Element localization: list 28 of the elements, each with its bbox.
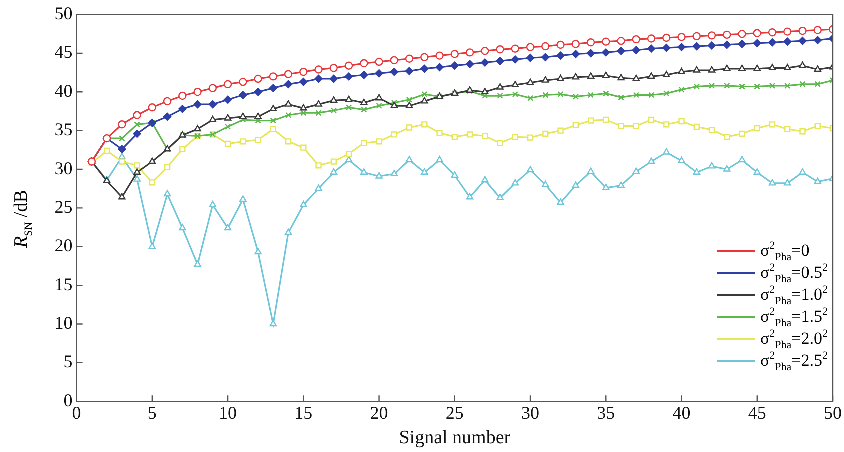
y-tick-label: 35 — [54, 120, 73, 140]
x-tick-label: 35 — [597, 403, 616, 424]
legend-label: σ$^{2}$$_{Pha}$=1.0$^{2}$ — [760, 284, 828, 308]
x-tick-label: 45 — [748, 403, 766, 424]
y-tick-label: 40 — [54, 80, 73, 101]
x-tick-label: 30 — [522, 403, 540, 424]
y-tick-label: 30 — [54, 158, 73, 178]
x-tick-label: 15 — [294, 403, 313, 424]
legend-label: σ$^{2}$$_{Pha}$=1.5$^{2}$ — [760, 306, 828, 330]
y-tick-label: 5 — [64, 352, 73, 372]
y-tick-label: 10 — [54, 312, 73, 333]
x-tick-label: 20 — [370, 403, 388, 424]
y-tick-label: 50 — [54, 4, 73, 24]
x-tick-label: 40 — [672, 403, 691, 424]
x-tick-label: 50 — [824, 403, 842, 424]
x-tick-label: 5 — [148, 403, 157, 424]
legend-label: σ$^{2}$$_{Pha}$=2.0$^{2}$ — [760, 328, 828, 352]
legend-label: σ$^{2}$$_{Pha}$=2.5$^{2}$ — [760, 350, 828, 374]
x-tick-label: 25 — [446, 403, 464, 424]
x-tick-label: 10 — [219, 403, 238, 424]
y-tick-label: 45 — [54, 42, 73, 62]
x-axis-title: Signal number — [399, 428, 512, 449]
y-tick-label: 0 — [64, 390, 73, 410]
legend-label: σ$^{2}$$_{Pha}$=0.5$^{2}$ — [760, 262, 828, 286]
y-tick-label: 25 — [54, 196, 73, 217]
y-tick-label: 15 — [54, 274, 73, 294]
legend-label: σ$^{2}$$_{Pha}$=0 — [760, 240, 810, 264]
y-tick-label: 20 — [54, 236, 73, 256]
